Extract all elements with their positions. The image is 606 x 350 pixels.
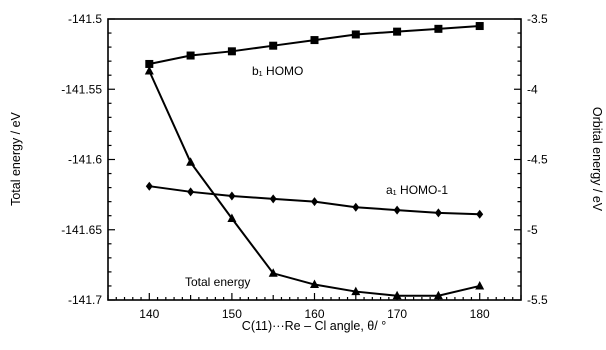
data-point-triangle bbox=[475, 280, 485, 290]
data-point-diamond bbox=[228, 191, 236, 201]
y-left-tick-label: -141.55 bbox=[61, 82, 102, 96]
data-point-triangle bbox=[186, 157, 196, 166]
y-right-tick-label: -3.5 bbox=[527, 12, 548, 26]
y-axis-right-title: Orbital energy / eV bbox=[590, 107, 604, 212]
x-tick-label: 180 bbox=[470, 307, 490, 321]
data-point-diamond bbox=[352, 202, 360, 212]
data-point-triangle bbox=[268, 268, 278, 277]
x-tick-label: 160 bbox=[304, 307, 324, 321]
y-axis-left-title: Total energy / eV bbox=[9, 111, 23, 205]
y-axis-right: -3.5 -4 -4.5 -5 -5.5 bbox=[514, 12, 548, 307]
data-point-diamond bbox=[269, 194, 277, 204]
data-point-square bbox=[186, 51, 195, 60]
annotation-b1-homo: b₁ HOMO bbox=[252, 64, 303, 78]
data-point-triangle bbox=[392, 290, 402, 300]
x-axis-title: C(11)···Re – Cl angle, θ/ ° bbox=[242, 319, 386, 333]
data-point-square bbox=[145, 59, 154, 68]
data-point-square bbox=[475, 22, 484, 31]
y-right-tick-label: -4 bbox=[527, 82, 538, 96]
series-1 bbox=[145, 22, 484, 68]
data-point-square bbox=[434, 24, 443, 33]
y-left-tick-label: -141.6 bbox=[68, 153, 102, 167]
data-point-triangle bbox=[351, 286, 361, 296]
y-axis-left: -141.5 -141.55 -141.6 -141.65 -141.7 bbox=[61, 12, 115, 307]
data-point-diamond bbox=[145, 181, 153, 191]
y-left-tick-label: -141.7 bbox=[68, 293, 102, 307]
x-tick-label: 170 bbox=[387, 307, 407, 321]
y-right-tick-label: -5.5 bbox=[527, 293, 548, 307]
data-point-diamond bbox=[311, 197, 318, 207]
y-left-tick-label: -141.5 bbox=[68, 12, 102, 26]
data-point-diamond bbox=[434, 208, 442, 218]
series-0 bbox=[144, 65, 485, 300]
series-2 bbox=[145, 181, 484, 219]
data-point-square bbox=[351, 30, 360, 39]
series-layer bbox=[144, 22, 485, 300]
data-point-triangle bbox=[433, 290, 443, 300]
data-point-diamond bbox=[393, 205, 401, 215]
data-point-diamond bbox=[476, 209, 484, 219]
data-point-triangle bbox=[227, 213, 237, 223]
annotation-a1-homo-1: a₁ HOMO-1 bbox=[386, 183, 448, 197]
x-tick-label: 150 bbox=[222, 307, 242, 321]
data-point-square bbox=[310, 36, 319, 45]
x-tick-label: 140 bbox=[139, 307, 159, 321]
data-point-square bbox=[269, 41, 278, 50]
annotation-total-energy: Total energy bbox=[185, 275, 250, 289]
data-point-square bbox=[393, 27, 402, 36]
data-point-triangle bbox=[144, 65, 154, 75]
x-axis: 140 150 160 170 180 bbox=[107, 293, 522, 321]
y-right-tick-label: -5 bbox=[527, 223, 538, 237]
data-point-square bbox=[227, 47, 236, 56]
data-point-diamond bbox=[187, 187, 195, 197]
y-left-tick-label: -141.65 bbox=[61, 223, 102, 237]
data-point-triangle bbox=[310, 279, 319, 289]
y-right-tick-label: -4.5 bbox=[527, 153, 548, 167]
